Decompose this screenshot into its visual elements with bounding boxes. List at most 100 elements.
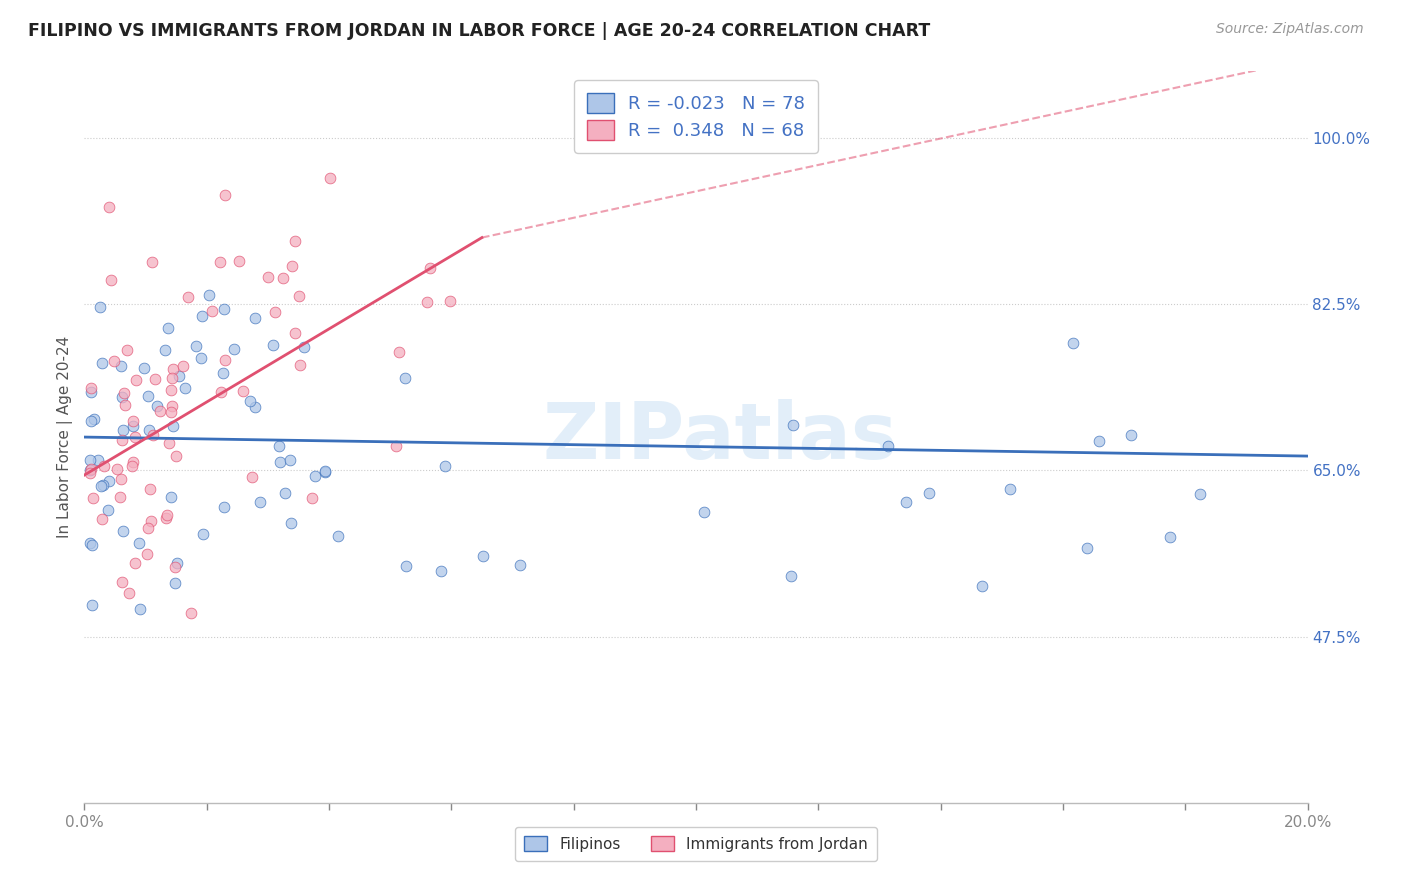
Point <box>139 515 162 529</box>
Point <box>439 293 461 308</box>
Point <box>780 568 803 582</box>
Point <box>80 462 103 476</box>
Point <box>93 477 115 491</box>
Point <box>184 339 207 353</box>
Point <box>128 536 150 550</box>
Point <box>149 404 172 418</box>
Point <box>301 491 323 505</box>
Point <box>394 371 416 385</box>
Point <box>156 508 179 523</box>
Point <box>111 575 134 590</box>
Point <box>122 455 145 469</box>
Point <box>238 394 260 409</box>
Point <box>108 490 131 504</box>
Point <box>693 505 716 519</box>
Text: FILIPINO VS IMMIGRANTS FROM JORDAN IN LABOR FORCE | AGE 20-24 CORRELATION CHART: FILIPINO VS IMMIGRANTS FROM JORDAN IN LA… <box>28 22 931 40</box>
Point <box>264 304 287 318</box>
Point <box>160 490 183 504</box>
Point <box>146 400 169 414</box>
Point <box>180 606 202 620</box>
Point <box>83 412 105 426</box>
Point <box>201 304 224 318</box>
Point <box>384 439 406 453</box>
Point <box>80 384 103 399</box>
Point <box>160 405 183 419</box>
Point <box>103 354 125 368</box>
Point <box>162 362 184 376</box>
Point <box>162 400 184 414</box>
Point <box>395 558 418 573</box>
Point <box>173 381 195 395</box>
Point <box>87 452 110 467</box>
Point <box>111 524 134 538</box>
Point <box>111 433 134 447</box>
Point <box>918 486 941 500</box>
Point <box>274 486 297 500</box>
Point <box>89 300 111 314</box>
Point <box>138 424 160 438</box>
Point <box>191 527 214 541</box>
Point <box>112 423 135 437</box>
Point <box>93 459 115 474</box>
Point <box>243 400 266 414</box>
Y-axis label: In Labor Force | Age 20-24: In Labor Force | Age 20-24 <box>58 336 73 538</box>
Point <box>105 461 128 475</box>
Point <box>97 474 120 488</box>
Point <box>124 430 146 444</box>
Point <box>122 418 145 433</box>
Point <box>1121 428 1143 442</box>
Point <box>1076 541 1098 555</box>
Point <box>141 255 163 269</box>
Point <box>141 428 163 442</box>
Point <box>304 469 326 483</box>
Point <box>416 295 439 310</box>
Point <box>82 491 104 505</box>
Point <box>257 270 280 285</box>
Point <box>124 556 146 570</box>
Point <box>232 384 254 398</box>
Text: Source: ZipAtlas.com: Source: ZipAtlas.com <box>1216 22 1364 37</box>
Point <box>82 538 104 552</box>
Point <box>176 290 198 304</box>
Text: ZIPatlas: ZIPatlas <box>543 399 898 475</box>
Point <box>782 417 804 432</box>
Point <box>877 439 900 453</box>
Point <box>1159 530 1181 544</box>
Point <box>136 521 159 535</box>
Point <box>211 366 233 380</box>
Point <box>91 511 114 525</box>
Point <box>166 556 188 570</box>
Point <box>894 495 917 509</box>
Point <box>155 511 177 525</box>
Point <box>128 601 150 615</box>
Point <box>136 547 159 561</box>
Point <box>970 579 993 593</box>
Point <box>190 351 212 366</box>
Point <box>125 373 148 387</box>
Point <box>1087 434 1109 448</box>
Point <box>269 455 291 469</box>
Point <box>292 340 315 354</box>
Point <box>284 326 307 340</box>
Point <box>143 371 166 385</box>
Point <box>290 358 312 372</box>
Point <box>280 516 302 530</box>
Point <box>214 188 236 202</box>
Point <box>284 234 307 248</box>
Point <box>419 260 441 275</box>
Point <box>319 171 342 186</box>
Point <box>82 598 104 612</box>
Point <box>115 343 138 357</box>
Point <box>156 321 179 335</box>
Point <box>139 482 162 496</box>
Point <box>249 495 271 509</box>
Point <box>214 352 236 367</box>
Point <box>288 288 311 302</box>
Point <box>245 311 267 326</box>
Point <box>122 413 145 427</box>
Point <box>163 560 186 574</box>
Point <box>167 369 190 384</box>
Point <box>278 452 301 467</box>
Point <box>90 479 112 493</box>
Point <box>197 288 219 302</box>
